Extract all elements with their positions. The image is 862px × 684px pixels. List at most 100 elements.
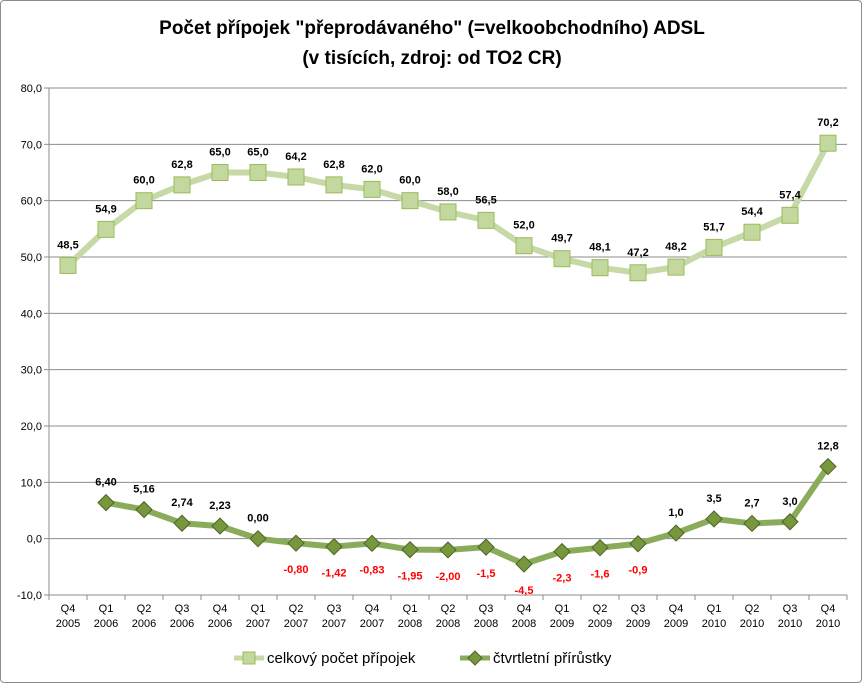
data-label-growth: 6,40 (95, 477, 116, 489)
data-point-total (629, 264, 647, 282)
data-label-growth: -1,5 (477, 568, 496, 580)
y-tick-label: 50,0 (21, 252, 42, 264)
data-point-growth (439, 541, 457, 559)
data-label-total: 65,0 (247, 147, 268, 159)
x-tick-label-quarter: Q3 (631, 603, 646, 615)
data-label-total: 58,0 (437, 186, 458, 198)
data-label-total: 54,4 (741, 206, 763, 218)
data-point-total (667, 258, 685, 276)
data-point-total (401, 192, 419, 210)
y-tick-label: 80,0 (21, 83, 42, 95)
data-label-growth: -2,3 (553, 573, 572, 585)
data-label-growth: 1,0 (668, 507, 683, 519)
x-tick-label-quarter: Q3 (327, 603, 342, 615)
data-point-total (59, 256, 77, 274)
x-tick-label-quarter: Q2 (441, 603, 456, 615)
x-tick-label-quarter: Q1 (99, 603, 114, 615)
x-tick-label-quarter: Q4 (61, 603, 76, 615)
data-label-total: 70,2 (817, 117, 838, 129)
x-tick-label-quarter: Q4 (365, 603, 380, 615)
data-label-total: 60,0 (399, 175, 420, 187)
x-tick-label-year: 2005 (56, 618, 80, 630)
data-label-growth: -0,80 (283, 564, 308, 576)
x-tick-label-quarter: Q4 (821, 603, 836, 615)
x-tick-label-year: 2010 (816, 618, 840, 630)
data-point-total (515, 237, 533, 255)
data-point-growth (591, 538, 609, 557)
x-tick-label-quarter: Q2 (745, 603, 760, 615)
chart-subtitle: (v tisících, zdroj: od TO2 CR) (302, 48, 561, 69)
data-label-growth: 2,23 (209, 500, 230, 512)
x-tick-label-quarter: Q3 (783, 603, 798, 615)
data-label-growth: -1,95 (397, 571, 422, 583)
data-label-growth: 0,00 (247, 513, 268, 525)
data-label-growth: -1,6 (591, 569, 610, 581)
x-tick-label-year: 2008 (436, 618, 460, 630)
x-tick-label-year: 2006 (170, 618, 194, 630)
data-point-growth (135, 500, 153, 519)
data-point-growth (477, 538, 495, 556)
data-point-growth (287, 534, 305, 552)
data-point-growth (97, 493, 115, 512)
data-label-total: 62,0 (361, 163, 382, 175)
y-tick-label: 60,0 (21, 196, 42, 208)
data-point-growth (515, 555, 533, 573)
x-tick-label-year: 2010 (740, 618, 764, 630)
x-tick-label-year: 2008 (512, 618, 536, 630)
x-tick-label-year: 2006 (208, 618, 232, 630)
x-tick-label-year: 2009 (550, 618, 574, 630)
data-point-total (363, 180, 381, 198)
x-tick-label-quarter: Q1 (403, 603, 418, 615)
y-tick-label: -10,0 (17, 590, 42, 602)
data-point-growth (819, 457, 837, 476)
x-tick-label-quarter: Q1 (251, 603, 266, 615)
data-label-total: 64,2 (285, 151, 306, 163)
data-point-total (553, 250, 571, 268)
x-tick-label-year: 2008 (398, 618, 422, 630)
y-tick-label: 40,0 (21, 308, 42, 320)
data-label-total: 48,5 (57, 239, 78, 251)
y-tick-label: 70,0 (21, 139, 42, 151)
data-label-total: 57,4 (779, 189, 801, 201)
data-point-growth (249, 529, 267, 548)
data-label-total: 54,9 (95, 203, 116, 215)
data-point-total (173, 176, 191, 194)
data-point-total (819, 134, 837, 152)
data-label-total: 51,7 (703, 221, 724, 233)
x-tick-label-year: 2006 (132, 618, 156, 630)
x-tick-label-year: 2010 (702, 618, 726, 630)
data-point-total (591, 259, 609, 277)
legend: celkový počet přípojek čtvrtletní přírůs… (234, 650, 612, 667)
x-tick-label-quarter: Q1 (707, 603, 722, 615)
data-point-total (781, 206, 799, 224)
x-tick-label-quarter: Q4 (213, 603, 228, 615)
data-label-total: 62,8 (171, 159, 192, 171)
x-tick-label-year: 2006 (94, 618, 118, 630)
data-point-total (211, 164, 229, 181)
data-point-total (135, 192, 153, 210)
data-label-total: 60,0 (133, 175, 154, 187)
y-tick-label: 0,0 (27, 534, 42, 546)
y-tick-label: 20,0 (21, 421, 42, 433)
data-point-growth (173, 514, 191, 532)
data-point-growth (553, 542, 571, 561)
data-point-total (249, 164, 267, 181)
data-point-growth (781, 513, 799, 531)
legend-marker-growth (467, 650, 483, 666)
x-tick-label-year: 2007 (246, 618, 270, 630)
x-tick-label-year: 2009 (664, 618, 688, 630)
data-point-total (97, 220, 115, 238)
chart-title: Počet přípojek "přeprodávaného" (=velkoo… (159, 18, 705, 39)
x-tick-label-quarter: Q2 (137, 603, 152, 615)
data-label-growth: 12,8 (817, 441, 838, 453)
data-point-growth (667, 524, 685, 542)
data-point-growth (629, 535, 647, 553)
data-point-total (287, 168, 305, 186)
data-label-growth: 2,74 (171, 497, 193, 509)
data-point-growth (211, 517, 229, 535)
data-point-growth (401, 540, 419, 559)
x-tick-label-quarter: Q3 (175, 603, 190, 615)
data-point-total (743, 223, 761, 241)
x-tick-label-quarter: Q4 (669, 603, 684, 615)
data-label-total: 65,0 (209, 147, 230, 159)
